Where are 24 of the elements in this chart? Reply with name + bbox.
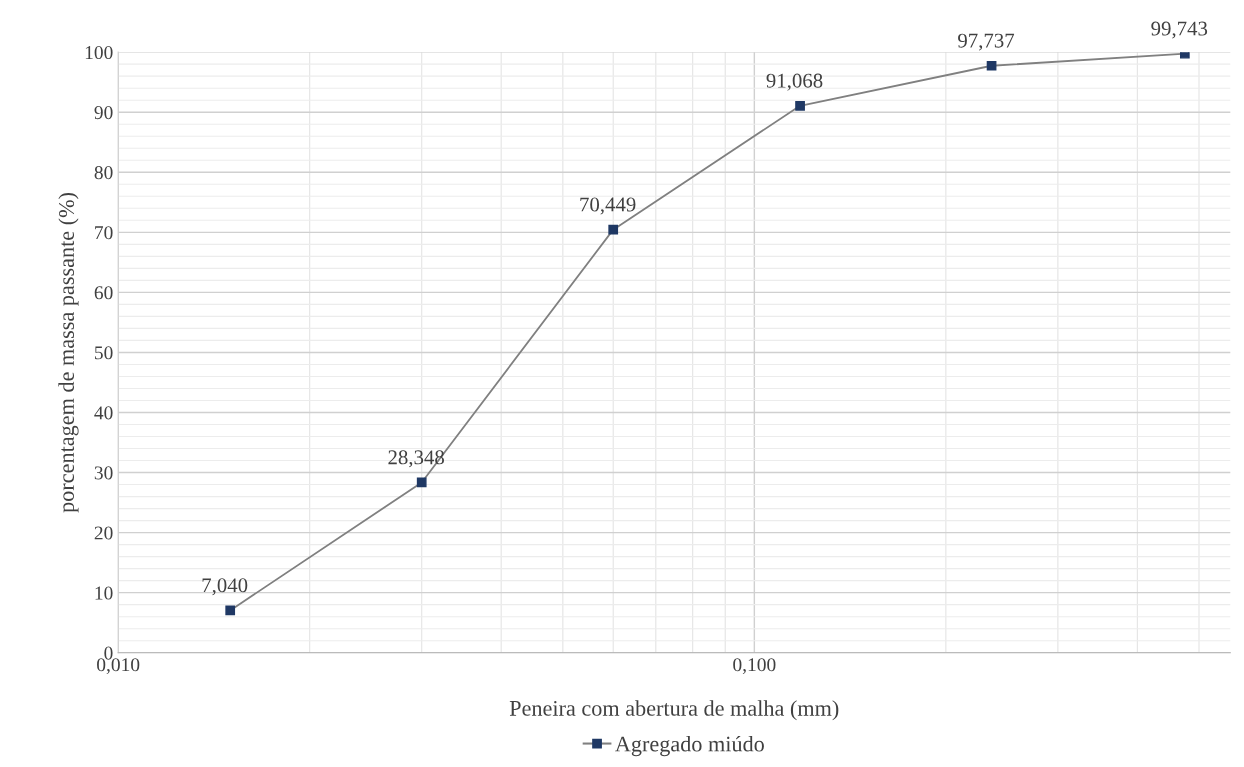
y-tick-label: 10	[95, 586, 113, 600]
x-tick-label: 0,010	[97, 658, 140, 675]
y-tick-label: 50	[95, 346, 113, 360]
data-label: 97,737	[958, 33, 1015, 51]
y-tick-label: 80	[94, 166, 113, 180]
data-label: 7,040	[202, 578, 248, 596]
y-tick-label: 0	[104, 646, 113, 660]
y-tick-label: 60	[94, 286, 113, 300]
y-axis-title: porcentagem de massa passante (%)	[58, 192, 79, 513]
data-label: 99,743	[1151, 21, 1208, 39]
point	[225, 605, 236, 616]
x-axis-title: Peneira com abertura de malha (mm)	[509, 700, 839, 721]
y-tick-label: 20	[94, 526, 113, 540]
y-tick-label: 70	[95, 226, 113, 240]
y-tick-label: 40	[94, 406, 113, 420]
legend-label: Agregado miúdo	[615, 735, 764, 757]
y-tick-label: 90	[94, 106, 113, 120]
y-tick-label: 100	[85, 45, 113, 60]
x-tick-label: 0,100	[733, 658, 776, 675]
data-label: 70,449	[580, 197, 636, 215]
point	[608, 224, 619, 235]
data-label: 91,068	[766, 73, 823, 91]
point	[416, 477, 427, 488]
y-tick-label: 30	[94, 466, 113, 480]
